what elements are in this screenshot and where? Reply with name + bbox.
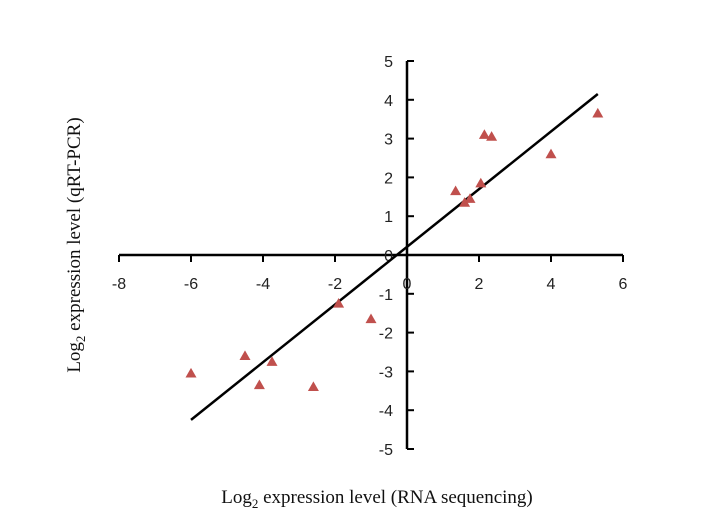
- y-tick-label: 4: [384, 93, 393, 110]
- y-axis-title: Log2 expression level (qRT-PCR): [64, 117, 88, 372]
- data-point: [486, 131, 498, 141]
- x-tick-label: -6: [184, 276, 198, 293]
- x-tick-label: 0: [403, 276, 412, 293]
- trendline: [190, 93, 599, 421]
- data-point: [365, 313, 377, 324]
- y-tick-label: 1: [384, 209, 393, 226]
- tick-marks: [118, 60, 624, 450]
- trendline-group: [190, 93, 599, 421]
- data-point: [592, 107, 604, 118]
- x-tick-label: 2: [475, 276, 484, 293]
- data-points: [185, 107, 604, 392]
- x-tick-label: 4: [547, 276, 556, 293]
- y-tick-label: 5: [384, 54, 393, 71]
- y-tick-label: -1: [379, 287, 393, 304]
- data-point: [333, 298, 345, 308]
- data-point: [185, 367, 197, 378]
- x-axis-title: Log2 expression level (RNA sequencing): [221, 487, 533, 511]
- data-point: [475, 177, 487, 188]
- x-tick-label: -2: [328, 276, 342, 293]
- y-tick-label: 3: [384, 132, 393, 149]
- data-point: [459, 197, 471, 207]
- data-point: [307, 381, 319, 392]
- x-tick-label: -8: [112, 276, 126, 293]
- data-point: [253, 379, 265, 390]
- y-tick-label: -2: [379, 326, 393, 343]
- data-point: [478, 129, 490, 139]
- data-point: [239, 350, 251, 361]
- data-point: [464, 193, 476, 203]
- data-point: [450, 185, 462, 196]
- data-point: [545, 148, 557, 159]
- y-tick-label: 0: [384, 248, 393, 265]
- x-tick-label: 6: [619, 276, 628, 293]
- tick-labels: -8 -6 -4 -2 0 2 4 6 -5 -4 -3 -2 -1 0 1 2 3 4 5: [112, 54, 628, 459]
- axes: [119, 61, 623, 449]
- y-tick-label: -4: [379, 403, 393, 420]
- y-tick-label: -5: [379, 442, 393, 459]
- y-tick-label: 2: [384, 170, 393, 187]
- y-tick-label: -3: [379, 364, 393, 381]
- data-point: [266, 356, 278, 366]
- x-tick-label: -4: [256, 276, 270, 293]
